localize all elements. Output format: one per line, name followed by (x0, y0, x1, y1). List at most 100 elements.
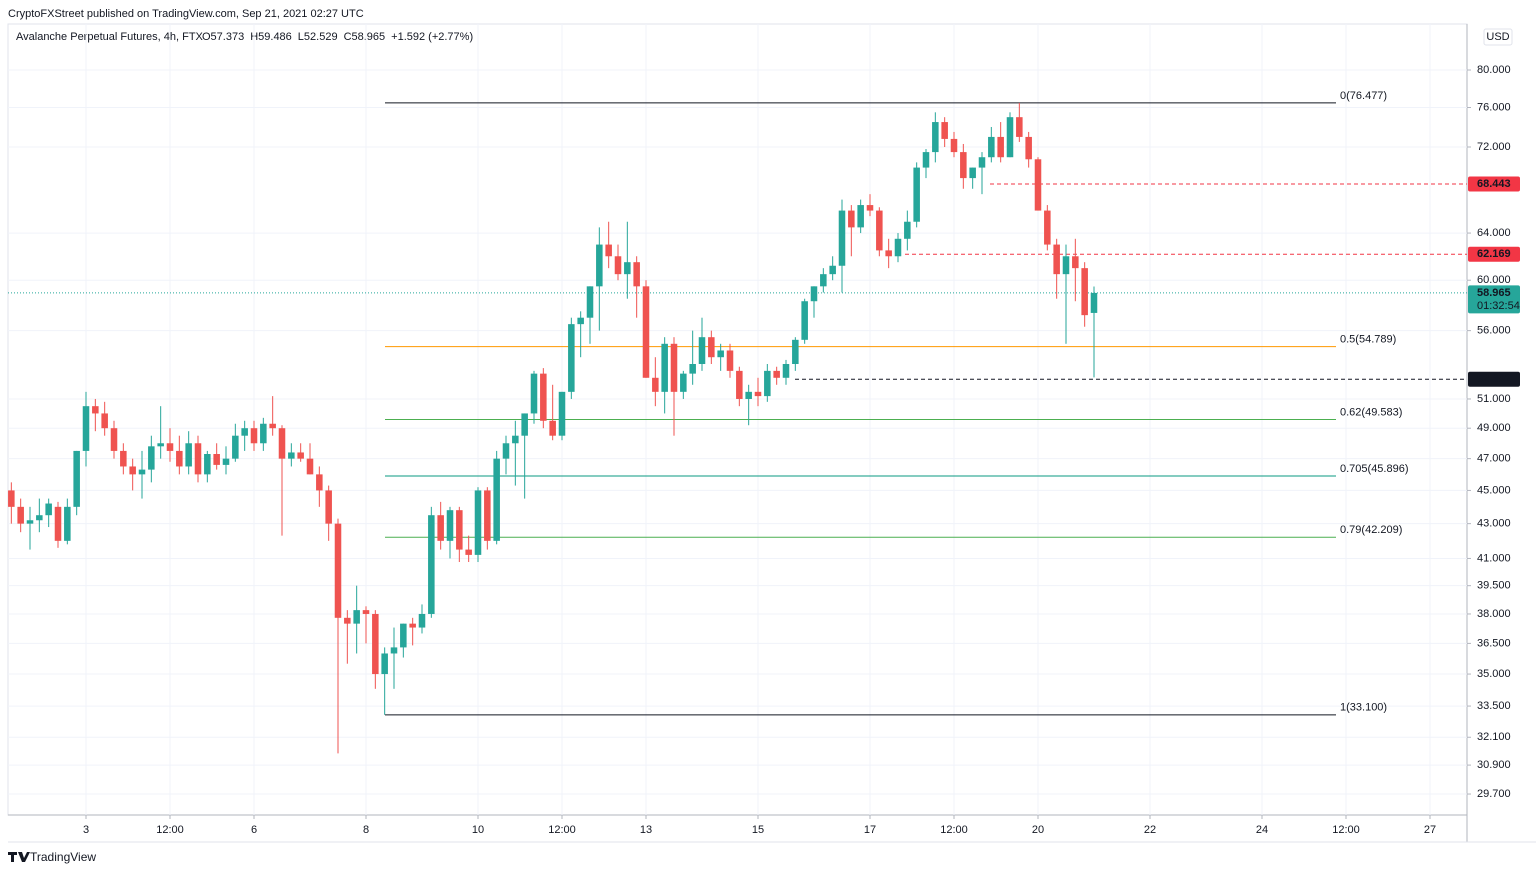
y-tick-label: 72.000 (1477, 141, 1511, 153)
candle-body (26, 520, 34, 524)
candle-body (1072, 256, 1079, 269)
candle-body (782, 364, 790, 378)
candle-body (754, 391, 762, 397)
candle-body (362, 610, 370, 614)
candle-body (885, 250, 892, 257)
candle-body (166, 443, 174, 451)
candle-body (344, 617, 351, 624)
candle-body (129, 466, 136, 475)
candle-body (997, 136, 1004, 158)
candle-body (922, 152, 930, 168)
fib-label: 0.705(45.896) (1340, 463, 1409, 475)
y-tick-label: 64.000 (1477, 227, 1511, 239)
candle-body (894, 238, 902, 257)
y-tick-label: 49.000 (1477, 422, 1511, 434)
y-tick-label: 32.100 (1477, 731, 1511, 743)
candle-body (353, 610, 360, 624)
y-tick-label: 29.700 (1477, 788, 1511, 800)
price-tag (1468, 371, 1520, 387)
y-tick-label: 41.000 (1477, 552, 1511, 564)
candle-body (64, 506, 71, 541)
candle-body (624, 262, 631, 275)
y-tick-label: 60.000 (1477, 274, 1511, 286)
x-tick-label: 13 (640, 824, 652, 836)
x-tick-label: 6 (251, 824, 257, 836)
candle-body (549, 420, 556, 436)
candle-body (558, 391, 566, 436)
candle-body (1053, 244, 1060, 275)
candle-body (1081, 268, 1088, 316)
y-tick-label: 56.000 (1477, 325, 1511, 337)
candle-body (474, 490, 482, 555)
candle-body (110, 428, 118, 451)
candle-body (493, 458, 500, 541)
candle-body (176, 450, 183, 467)
x-tick-label: 17 (864, 824, 876, 836)
candle-body (726, 350, 734, 371)
candle-body (288, 452, 295, 459)
candle-body (381, 653, 388, 675)
fib-label: 0(76.477) (1340, 90, 1387, 102)
candle-body (418, 613, 426, 628)
x-tick-label: 12:00 (1332, 824, 1360, 836)
x-tick-label: 27 (1424, 824, 1436, 836)
candle-body (316, 474, 323, 491)
y-tick-label: 38.000 (1477, 608, 1511, 620)
candle-body (1006, 117, 1014, 158)
candle-body (1025, 136, 1032, 160)
x-tick-label: 20 (1032, 824, 1044, 836)
candle-body (838, 210, 846, 266)
candle-body (306, 458, 314, 475)
footer-brand: TradingView (30, 850, 96, 864)
price-tag-label: 52.392 (1477, 373, 1511, 385)
x-tick-label: 12:00 (940, 824, 968, 836)
countdown: 01:32:54 (1477, 300, 1520, 312)
candle-body (456, 510, 463, 550)
candle-body (372, 613, 379, 675)
candle-body (689, 364, 696, 374)
price-tag-label: 62.169 (1477, 248, 1511, 260)
candle-body (250, 428, 258, 444)
fib-label: 0.62(49.583) (1340, 406, 1402, 418)
candle-body (512, 435, 519, 444)
candle-body (698, 337, 706, 365)
candle-body (241, 428, 248, 436)
candle-body (1016, 117, 1023, 137)
y-tick-label: 35.000 (1477, 668, 1511, 680)
candle-body (950, 138, 958, 153)
candle-body (652, 377, 659, 392)
y-tick-label: 47.000 (1477, 453, 1511, 465)
candle-body (1044, 210, 1051, 245)
candle-body (773, 370, 780, 378)
y-tick-label: 33.500 (1477, 700, 1511, 712)
fib-label: 0.79(42.209) (1340, 524, 1402, 536)
candle-body (232, 435, 239, 459)
candle-body (988, 136, 995, 158)
candle-body (680, 373, 687, 392)
candle-body (400, 623, 407, 648)
candles (8, 102, 1098, 754)
price-tag-label: 68.443 (1477, 178, 1511, 190)
candle-body (969, 167, 976, 179)
logo (8, 852, 30, 862)
legend-item: H59.486 (250, 31, 292, 43)
price-tag (1468, 176, 1520, 192)
candle-body (857, 205, 864, 228)
x-tick-label: 24 (1256, 824, 1268, 836)
candle-body (932, 122, 939, 153)
candle-body (577, 317, 584, 325)
candle-body (1034, 159, 1042, 211)
candle-body (120, 450, 127, 467)
candle-body (484, 490, 491, 541)
candle-body (82, 406, 90, 451)
y-tick-label: 30.900 (1477, 759, 1511, 771)
price-tag (1468, 246, 1520, 262)
x-tick-label: 12:00 (548, 824, 576, 836)
fib-label: 1(33.100) (1340, 702, 1387, 714)
candle-body (764, 370, 771, 397)
candle-body (866, 205, 874, 211)
candle-body (530, 373, 538, 414)
candle-body (36, 515, 43, 521)
candle-body (194, 443, 202, 475)
